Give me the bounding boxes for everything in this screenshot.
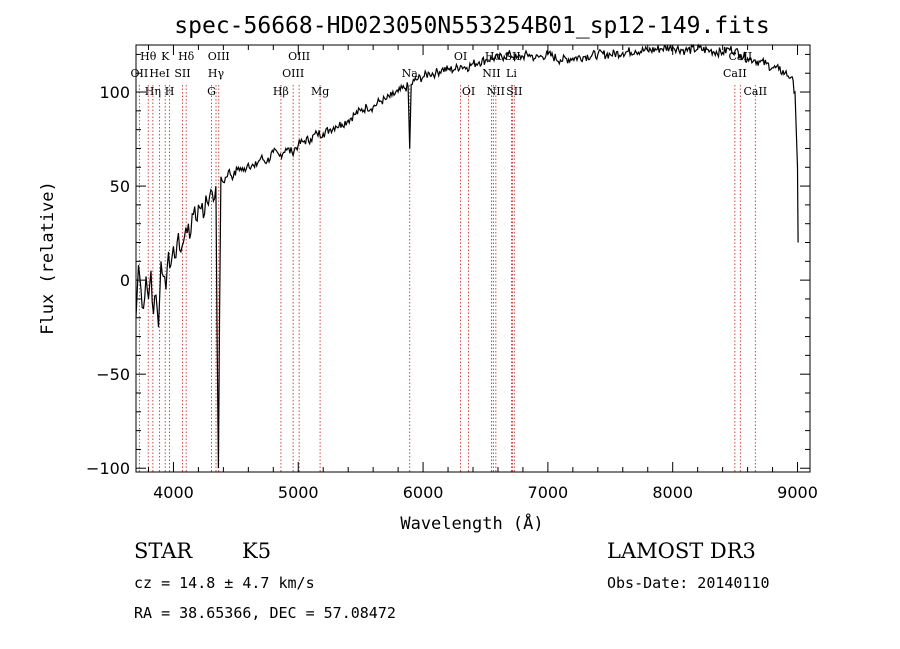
spectral-line-label: Hη [145, 85, 161, 98]
spectral-line-label: CaII [723, 67, 747, 80]
spectral-line-label: H [165, 85, 175, 98]
spectral-line-label: NII [487, 85, 505, 98]
obs-date-text: Obs-Date: 20140110 [607, 574, 770, 592]
flux-series-line [135, 43, 799, 469]
y-tick-label: 100 [99, 83, 130, 102]
spectral-line-label: OIII [288, 50, 310, 63]
spectral-line-label: OI [462, 85, 475, 98]
spectral-line-label: Hθ [140, 50, 157, 63]
spectral-line-label: Mg [311, 85, 329, 98]
y-tick-label: 0 [120, 271, 130, 290]
spectral-line-label: Hγ [208, 67, 225, 80]
spectral-line-label: OI [454, 50, 467, 63]
spectral-line-label: SII [506, 85, 522, 98]
spectral-line-label: HeI [149, 67, 169, 80]
x-axis-ticks: 4000 5000 6000 7000 8000 9000 [147, 45, 818, 502]
spectral-line-label: NII [482, 67, 500, 80]
spectral-line-label: CaII [743, 85, 767, 98]
spectral-line-label: G [207, 85, 216, 98]
spectral-line-label: Hα [485, 50, 503, 63]
x-tick-label: 8000 [652, 483, 693, 502]
ra-dec-text: RA = 38.65366, DEC = 57.08472 [134, 604, 396, 622]
x-tick-label: 9000 [777, 483, 818, 502]
object-class: STAR [134, 539, 193, 563]
y-tick-label: 50 [110, 177, 130, 196]
x-axis-label: Wavelength (Å) [400, 512, 543, 534]
spectral-line-label: Hδ [178, 50, 195, 63]
spectral-line-label: K [161, 50, 170, 63]
spectral-line-label: OIII [282, 67, 304, 80]
spectral-line-markers [138, 85, 756, 472]
x-tick-label: 5000 [278, 483, 319, 502]
spectral-line-label: SII [174, 67, 190, 80]
x-tick-label: 6000 [403, 483, 444, 502]
y-axis-ticks: −100 −50 0 50 100 [86, 53, 810, 478]
spectral-line-label: OIII [208, 50, 230, 63]
y-tick-label: −100 [86, 459, 130, 478]
chart-title: spec-56668-HD023050N553254B01_sp12-149.f… [174, 13, 769, 39]
survey-name: LAMOST DR3 [607, 539, 756, 563]
y-axis-label: Flux (relative) [38, 181, 58, 335]
spectral-line-label: Li [506, 67, 517, 80]
x-tick-label: 7000 [528, 483, 569, 502]
spectral-line-label: Hβ [273, 85, 289, 98]
plot-frame [135, 44, 811, 473]
redshift-text: cz = 14.8 ± 4.7 km/s [134, 574, 315, 592]
y-tick-label: −50 [96, 365, 130, 384]
x-tick-label: 4000 [153, 483, 194, 502]
spectral-line-label: Na [402, 67, 419, 80]
object-subclass: K5 [242, 539, 272, 563]
